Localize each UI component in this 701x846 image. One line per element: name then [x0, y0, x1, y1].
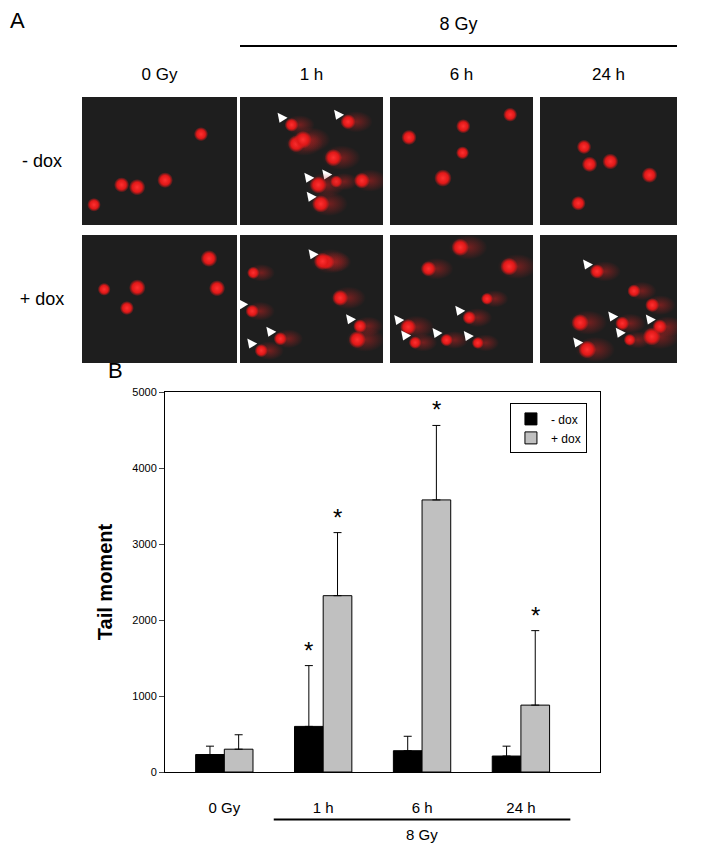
html-text:B: B: [108, 358, 123, 383]
svg-text:0: 0: [151, 766, 157, 778]
svg-text:0 Gy: 0 Gy: [208, 799, 240, 816]
svg-text:4000: 4000: [132, 462, 156, 474]
svg-text:6 h: 6 h: [412, 799, 433, 816]
svg-text:1000: 1000: [132, 690, 156, 702]
svg-text:3000: 3000: [132, 538, 156, 550]
svg-text:1 h: 1 h: [313, 799, 334, 816]
svg-text:A: A: [10, 8, 25, 33]
svg-text:6 h: 6 h: [450, 65, 474, 84]
svg-text:0 Gy: 0 Gy: [142, 65, 178, 84]
svg-text:5000: 5000: [132, 386, 156, 398]
svg-text:*: *: [531, 602, 540, 629]
svg-text:- dox: - dox: [551, 413, 578, 427]
svg-text:24 h: 24 h: [506, 799, 535, 816]
svg-text:*: *: [304, 637, 313, 664]
svg-text:*: *: [432, 396, 441, 423]
svg-text:8 Gy: 8 Gy: [406, 826, 438, 843]
svg-text:Tail moment: Tail moment: [94, 524, 116, 641]
svg-text:8 Gy: 8 Gy: [439, 14, 477, 34]
svg-text:2000: 2000: [132, 614, 156, 626]
svg-text:- dox: - dox: [22, 151, 62, 171]
svg-text:+ dox: + dox: [20, 289, 65, 309]
svg-text:+ dox: + dox: [551, 432, 581, 446]
svg-text:*: *: [333, 504, 342, 531]
svg-text:24 h: 24 h: [592, 65, 625, 84]
svg-text:1 h: 1 h: [300, 65, 324, 84]
